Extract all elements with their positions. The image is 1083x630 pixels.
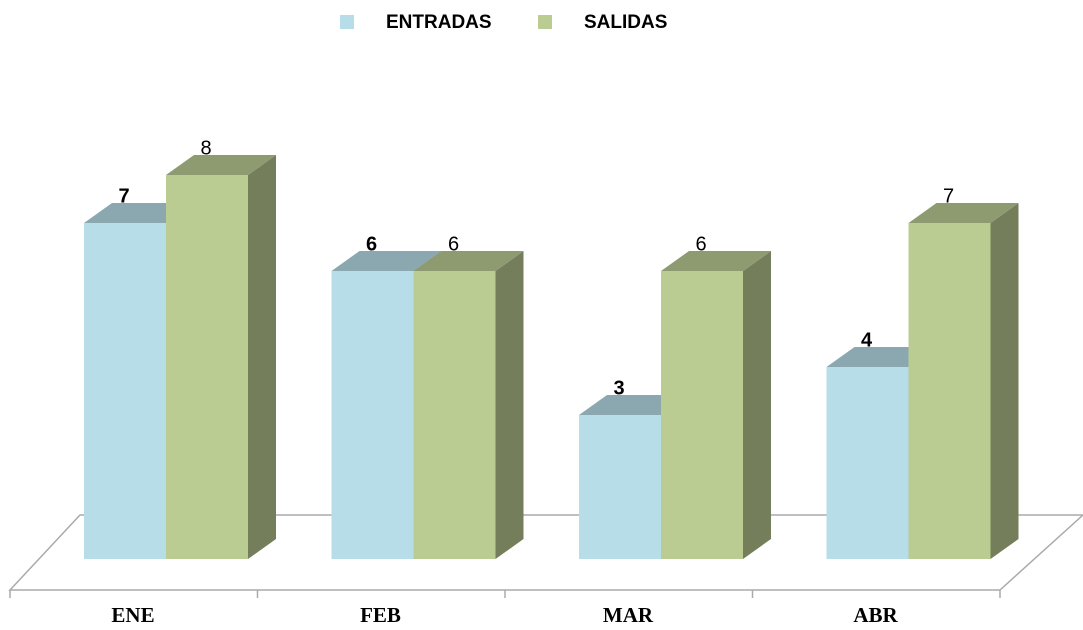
bar-front (331, 271, 414, 559)
bar-top (908, 203, 1019, 223)
bar-side (495, 251, 524, 559)
value-label: 8 (200, 137, 211, 159)
bar (166, 155, 276, 559)
x-tick-label: ABR (853, 603, 898, 627)
bar-front (826, 367, 909, 559)
legend-swatch (340, 15, 354, 29)
bar-top (331, 251, 442, 271)
bar-top (166, 155, 276, 175)
value-label: 4 (861, 329, 873, 351)
bar (661, 251, 771, 559)
value-label: 6 (366, 233, 377, 255)
bar-front (661, 271, 743, 559)
bar-side (743, 251, 771, 559)
bar-front (908, 223, 991, 559)
value-label: 3 (613, 377, 624, 399)
bar-front (413, 271, 496, 559)
x-tick-label: MAR (603, 603, 654, 627)
value-label: 6 (695, 233, 706, 255)
bar (413, 251, 524, 559)
value-label: 6 (448, 233, 459, 255)
bar-top (413, 251, 524, 271)
floor (8, 514, 1083, 591)
bar-front (579, 415, 661, 559)
legend-label: SALIDAS (584, 12, 667, 33)
bar (908, 203, 1019, 559)
x-tick-label: ENE (111, 603, 154, 627)
legend-swatch (538, 15, 552, 29)
bar-side (990, 203, 1019, 559)
x-tick-label: FEB (360, 603, 401, 627)
bar-top (661, 251, 771, 271)
bar-side (248, 155, 276, 559)
legend-label: ENTRADAS (386, 12, 492, 33)
bar-front (166, 175, 248, 559)
bar-front (84, 223, 166, 559)
value-label: 7 (943, 185, 954, 207)
value-label: 7 (118, 185, 129, 207)
